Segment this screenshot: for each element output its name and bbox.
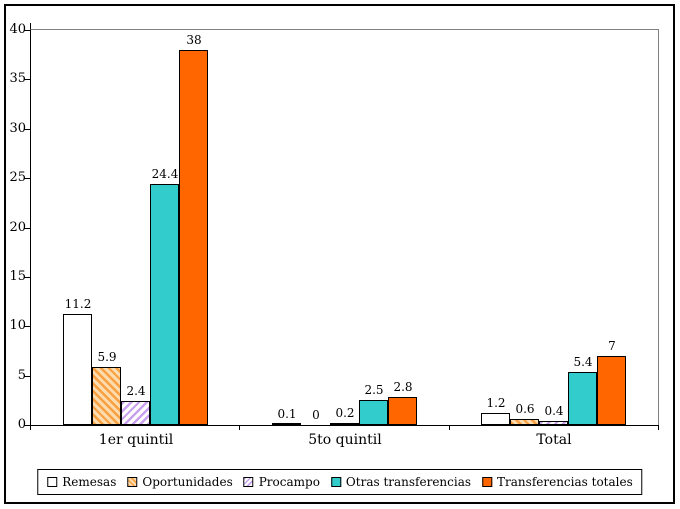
legend-swatch-oportunidades <box>127 477 138 487</box>
x-axis-tick <box>449 425 450 430</box>
legend-label: Otras transferencias <box>345 475 472 489</box>
category-label: Total <box>536 432 572 448</box>
legend-swatch-transferencias-totales <box>482 477 493 487</box>
legend-swatch-remesas <box>47 477 58 487</box>
legend-item: Oportunidades <box>127 475 233 489</box>
x-axis-tick <box>30 425 31 430</box>
y-tick-label: 30 <box>9 121 26 136</box>
bar-otras-transferencias <box>568 372 597 425</box>
y-axis-tick <box>24 30 30 31</box>
y-axis-tick <box>24 277 30 278</box>
y-axis-tick <box>24 425 30 426</box>
bar-value-label: 38 <box>186 33 202 47</box>
y-tick-label: 15 <box>9 269 26 284</box>
bar-value-label: 24.4 <box>151 167 179 181</box>
y-tick-label: 40 <box>9 22 26 37</box>
y-tick-label: 5 <box>17 368 26 383</box>
bar-remesas <box>63 314 92 425</box>
y-tick-label: 10 <box>9 318 26 333</box>
legend: Remesas Oportunidades Procampo Otras transf… <box>37 469 643 495</box>
y-axis-tick <box>24 326 30 327</box>
y-axis-tick <box>24 228 30 229</box>
legend-item: Transferencias totales <box>482 475 633 489</box>
y-tick-label: 20 <box>9 220 26 235</box>
bar-value-label: 2.4 <box>126 384 146 398</box>
legend-item: Procampo <box>243 475 320 489</box>
bar-oportunidades <box>92 367 121 425</box>
y-tick-label: 25 <box>9 170 26 185</box>
bar-value-label: 5.4 <box>573 355 593 369</box>
legend-label: Remesas <box>62 475 117 489</box>
category-label: 5to quintil <box>308 432 382 448</box>
bar-value-label: 0.6 <box>515 402 535 416</box>
bar-remesas <box>272 423 301 425</box>
plot-area <box>30 29 659 426</box>
legend-swatch-procampo <box>243 477 254 487</box>
legend-label: Oportunidades <box>142 475 233 489</box>
bar-otras-transferencias <box>150 184 179 425</box>
x-axis-tick <box>239 425 240 430</box>
bar-value-label: 5.9 <box>97 350 117 364</box>
bar-oportunidades <box>510 419 539 425</box>
bar-transferencias-totales <box>179 50 208 425</box>
legend-item: Remesas <box>47 475 116 489</box>
bar-value-label: 2.8 <box>393 380 413 394</box>
y-axis-tick <box>24 129 30 130</box>
y-axis-top-stub <box>30 23 31 30</box>
bar-value-label: 0.1 <box>277 407 297 421</box>
bar-value-label: 0.2 <box>335 406 355 420</box>
y-axis-tick <box>24 79 30 80</box>
legend-label: Procampo <box>258 475 320 489</box>
bar-otras-transferencias <box>359 400 388 425</box>
y-axis-tick <box>24 376 30 377</box>
legend-item: Otras transferencias <box>330 475 472 489</box>
bar-transferencias-totales <box>597 356 626 425</box>
legend-label: Transferencias totales <box>497 475 633 489</box>
bar-value-label: 0.4 <box>544 404 564 418</box>
bar-value-label: 11.2 <box>64 297 92 311</box>
y-tick-label: 35 <box>9 71 26 86</box>
bar-value-label: 7 <box>608 339 616 353</box>
bar-procampo <box>330 423 359 425</box>
bar-value-label: 0 <box>312 408 320 422</box>
bar-procampo <box>539 421 568 425</box>
x-axis-tick <box>658 425 659 430</box>
bar-value-label: 2.5 <box>364 383 384 397</box>
bar-remesas <box>481 413 510 425</box>
legend-swatch-otras-transferencias <box>330 477 341 487</box>
y-axis-tick <box>24 178 30 179</box>
bar-transferencias-totales <box>388 397 417 425</box>
bar-procampo <box>121 401 150 425</box>
y-tick-label: 0 <box>17 417 26 432</box>
category-label: 1er quintil <box>98 432 174 448</box>
bar-value-label: 1.2 <box>486 396 506 410</box>
